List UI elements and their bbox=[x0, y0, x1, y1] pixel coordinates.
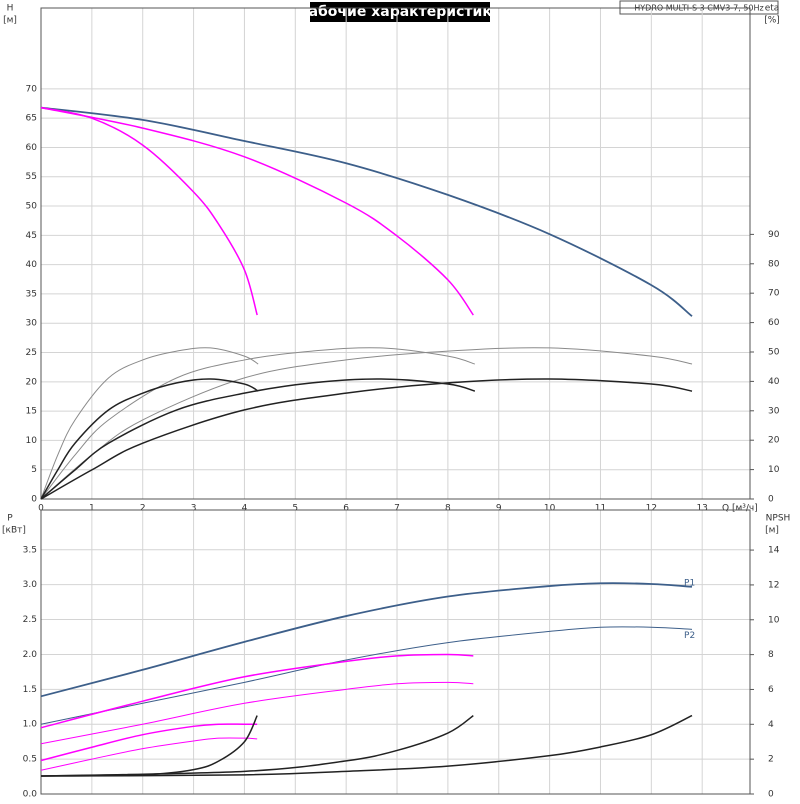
y2-tick-label: 2 bbox=[768, 755, 774, 765]
x-tick-label: 9 bbox=[496, 504, 502, 514]
curve bbox=[40, 106, 693, 317]
x-tick-label: 4 bbox=[242, 504, 248, 514]
y-tick-label: 30 bbox=[26, 319, 38, 329]
y-tick-label: 2.5 bbox=[23, 615, 37, 625]
y-tick-label: 45 bbox=[26, 231, 37, 241]
y2-unit: [м] bbox=[765, 526, 779, 536]
y2-tick-label: 4 bbox=[768, 720, 774, 730]
y-tick-label: 65 bbox=[26, 114, 37, 124]
y-tick-label: 0.5 bbox=[23, 755, 37, 765]
y2-label: NPSH bbox=[766, 514, 791, 524]
y2-tick-label: 10 bbox=[768, 615, 780, 625]
plot-frame bbox=[40, 7, 751, 500]
y2-tick-label: 20 bbox=[768, 436, 780, 446]
curve bbox=[40, 653, 474, 729]
plot-frame bbox=[40, 509, 751, 795]
curve bbox=[40, 626, 693, 725]
x-tick-label: 1 bbox=[89, 504, 95, 514]
y2-tick-label: 80 bbox=[768, 259, 780, 269]
y-tick-label: 3.0 bbox=[23, 580, 38, 590]
x-tick-label: 3 bbox=[191, 504, 197, 514]
chart-title: Рабочие характеристики bbox=[298, 4, 501, 20]
curve bbox=[40, 347, 475, 500]
y-tick-label: 2.0 bbox=[23, 650, 38, 660]
y-tick-label: 70 bbox=[26, 84, 38, 94]
y-tick-label: 60 bbox=[26, 143, 38, 153]
x-tick-label: 12 bbox=[646, 504, 657, 514]
x-tick-label: 2 bbox=[140, 504, 146, 514]
y-tick-label: 0 bbox=[31, 495, 37, 505]
y2-tick-label: 60 bbox=[768, 318, 780, 328]
y2-unit: [%] bbox=[764, 16, 780, 26]
x-label: Q [м³/ч] bbox=[722, 504, 758, 514]
y2-tick-label: 40 bbox=[768, 377, 780, 387]
x-tick-label: 11 bbox=[595, 504, 606, 514]
x-tick-label: 6 bbox=[343, 504, 349, 514]
x-tick-label: 5 bbox=[292, 504, 298, 514]
y2-tick-label: 6 bbox=[768, 685, 774, 695]
y2-tick-label: 10 bbox=[768, 465, 780, 475]
y-tick-label: 20 bbox=[26, 377, 38, 387]
y-tick-label: 1.0 bbox=[23, 720, 38, 730]
y2-tick-label: 0 bbox=[768, 495, 774, 505]
x-tick-label: 10 bbox=[544, 504, 556, 514]
x-tick-label: 7 bbox=[394, 504, 400, 514]
y2-label: eta bbox=[765, 4, 780, 14]
y-tick-label: 25 bbox=[26, 348, 37, 358]
y-label: P bbox=[7, 514, 13, 524]
curve bbox=[40, 378, 259, 500]
curve bbox=[40, 378, 693, 500]
title-box bbox=[310, 2, 490, 22]
curve bbox=[40, 378, 476, 500]
y-tick-label: 50 bbox=[26, 202, 38, 212]
curve bbox=[40, 681, 474, 745]
y2-tick-label: 14 bbox=[768, 546, 780, 556]
curve bbox=[40, 347, 259, 500]
curve bbox=[40, 347, 693, 500]
curve bbox=[40, 106, 258, 316]
y2-tick-label: 70 bbox=[768, 289, 780, 299]
y-tick-label: 15 bbox=[26, 407, 37, 417]
curve bbox=[40, 715, 258, 777]
y-tick-label: 55 bbox=[26, 172, 37, 182]
y-unit: [м] bbox=[3, 16, 17, 26]
y-tick-label: 35 bbox=[26, 289, 37, 299]
y-tick-label: 0.0 bbox=[23, 790, 38, 800]
y-tick-label: 10 bbox=[26, 436, 38, 446]
y2-tick-label: 90 bbox=[768, 230, 780, 240]
legend-label: P2 bbox=[684, 631, 695, 641]
x-tick-label: 0 bbox=[38, 504, 44, 514]
y2-tick-label: 50 bbox=[768, 347, 780, 357]
curve bbox=[40, 582, 693, 698]
curve bbox=[40, 106, 474, 316]
curve bbox=[40, 737, 258, 771]
curve bbox=[40, 723, 258, 762]
legend-label: P1 bbox=[684, 578, 695, 588]
y-tick-label: 1.5 bbox=[23, 685, 37, 695]
x-tick-label: 8 bbox=[445, 504, 451, 514]
y2-tick-label: 8 bbox=[768, 650, 774, 660]
y-tick-label: 40 bbox=[26, 260, 38, 270]
y2-tick-label: 0 bbox=[768, 790, 774, 800]
curve bbox=[40, 714, 693, 777]
y-tick-label: 5 bbox=[31, 465, 37, 475]
y2-tick-label: 12 bbox=[768, 580, 779, 590]
y-label: H bbox=[7, 4, 14, 14]
x-tick-label: 13 bbox=[696, 504, 707, 514]
y2-tick-label: 30 bbox=[768, 406, 780, 416]
y-tick-label: 3.5 bbox=[23, 545, 37, 555]
y-unit: [кВт] bbox=[2, 526, 26, 536]
